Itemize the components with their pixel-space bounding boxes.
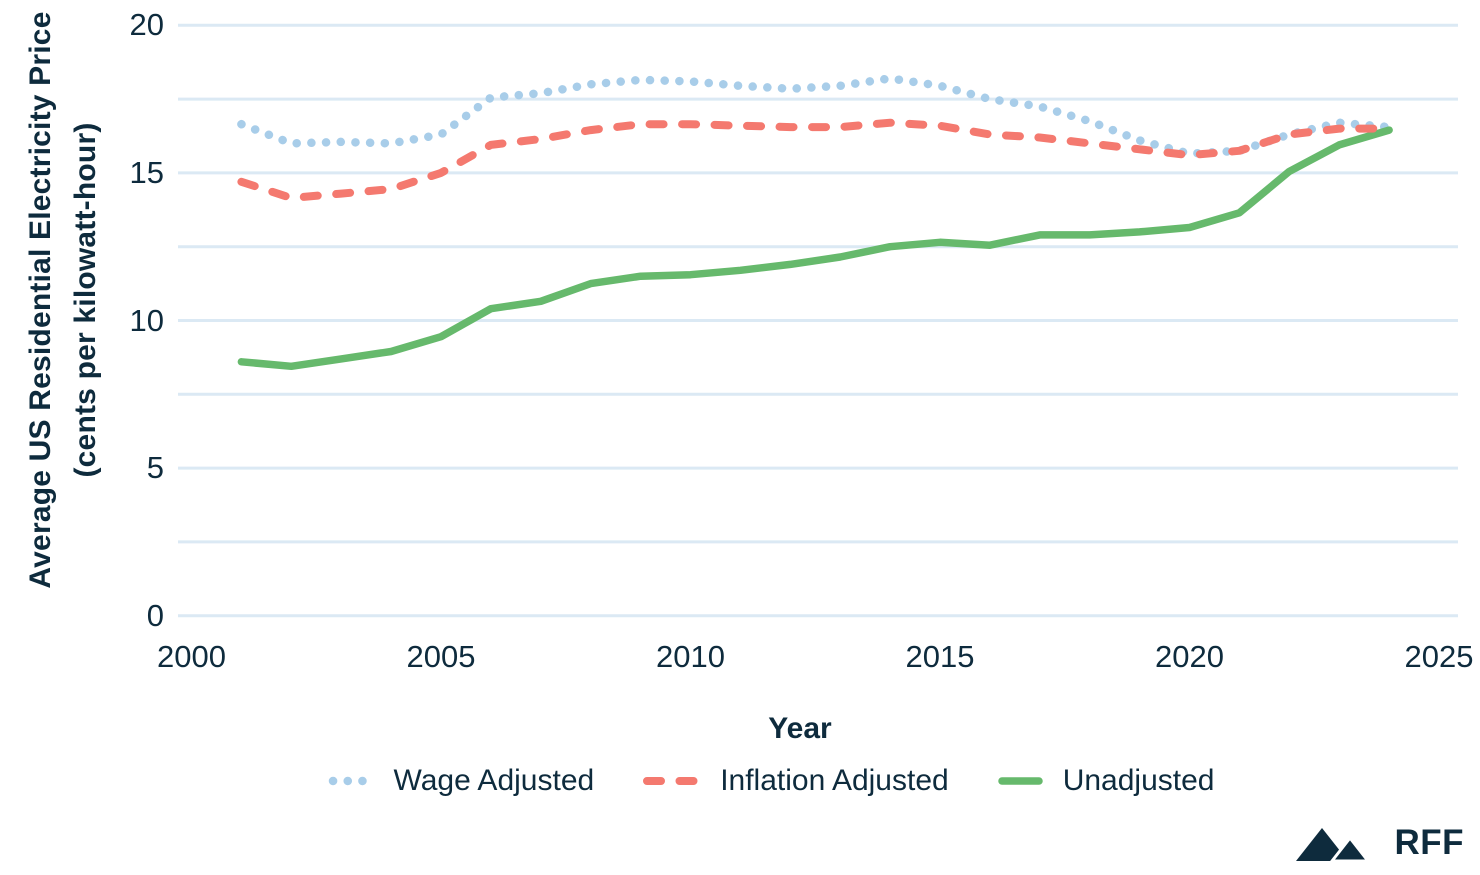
rff-logo-text: RFF xyxy=(1394,823,1464,862)
y-tick-0: 0 xyxy=(146,597,164,633)
y-tick-20: 20 xyxy=(129,7,164,43)
y-tick-5: 5 xyxy=(146,450,164,486)
y-axis-title: Average US Residential Electricity Price… xyxy=(18,11,108,588)
series-line-unadjusted xyxy=(237,126,1393,371)
legend-label-wage-adjusted: Wage Adjusted xyxy=(393,764,595,797)
legend-swatch-solid-icon xyxy=(997,777,1043,785)
y-axis-title-line1: Average US Residential Electricity Price xyxy=(24,11,57,589)
rff-mountains-icon xyxy=(1296,828,1372,863)
legend-swatch-dotted-icon xyxy=(328,776,373,786)
legend-item-inflation-adjusted: Inflation Adjusted xyxy=(640,764,949,798)
legend-label-inflation-adjusted: Inflation Adjusted xyxy=(720,764,949,797)
legend-swatch-dashed-icon xyxy=(643,777,701,785)
x-axis-title: Year xyxy=(768,712,832,745)
series-line-inflation-adjusted xyxy=(237,118,1394,202)
legend-item-wage-adjusted: Wage Adjusted xyxy=(326,764,595,798)
x-tick-2000: 2000 xyxy=(157,639,226,674)
rff-logo: RFF xyxy=(1294,823,1464,863)
y-tick-15: 15 xyxy=(129,154,164,190)
x-tick-2015: 2015 xyxy=(905,639,975,674)
legend-item-unadjusted: Unadjusted xyxy=(995,764,1215,798)
legend-label-unadjusted: Unadjusted xyxy=(1062,764,1215,797)
series-line-wage-adjusted xyxy=(237,74,1394,158)
x-tick-2005: 2005 xyxy=(406,639,476,674)
x-tick-2025: 2025 xyxy=(1404,639,1474,674)
y-axis-title-line2: (cents per kilowatt-hour) xyxy=(69,122,102,478)
x-tick-2020: 2020 xyxy=(1155,639,1224,674)
y-tick-10: 10 xyxy=(129,302,164,338)
x-tick-2010: 2010 xyxy=(656,639,725,674)
legend: Wage Adjusted Inflation Adjusted Unadjuste… xyxy=(0,764,1480,798)
